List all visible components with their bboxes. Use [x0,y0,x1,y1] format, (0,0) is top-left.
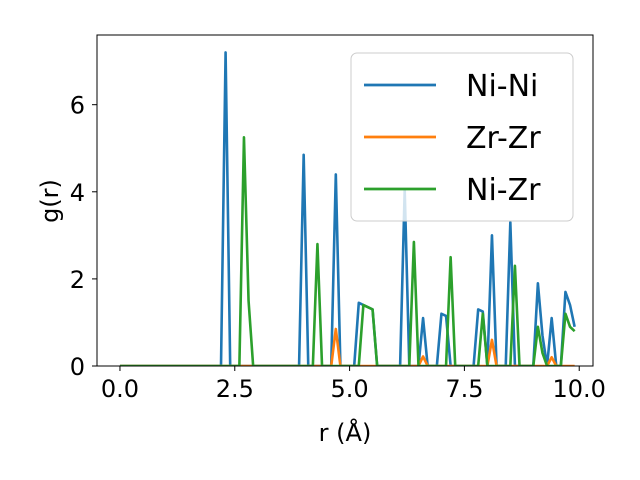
x-axis-ticks: 0.0 2.5 5.0 7.5 10.0 [101,366,606,403]
y-tick-label: 4 [70,179,85,207]
series-line-ni-zr [119,136,576,366]
x-tick-label: 10.0 [553,375,606,403]
series-line-ni-ni [119,51,576,366]
legend: Ni-Ni Zr-Zr Ni-Zr [350,52,574,222]
x-tick-label: 0.0 [101,375,139,403]
x-tick-label: 2.5 [216,375,254,403]
legend-label-ni-zr: Ni-Zr [466,173,541,208]
series-layer [119,51,576,366]
plot-frame [96,34,594,367]
y-axis-ticks: 0 2 4 6 [70,92,97,381]
series-line-zr-zr [119,327,575,366]
y-tick-label: 0 [70,353,85,381]
x-axis-label: r (Å) [319,418,372,447]
y-axis-label: g(r) [36,179,64,223]
legend-label-zr-zr: Zr-Zr [466,121,541,156]
x-tick-label: 7.5 [445,375,483,403]
y-tick-label: 6 [70,92,85,120]
y-tick-label: 2 [70,266,85,294]
x-tick-label: 5.0 [331,375,369,403]
legend-label-ni-ni: Ni-Ni [466,69,538,104]
legend-box [350,52,574,222]
